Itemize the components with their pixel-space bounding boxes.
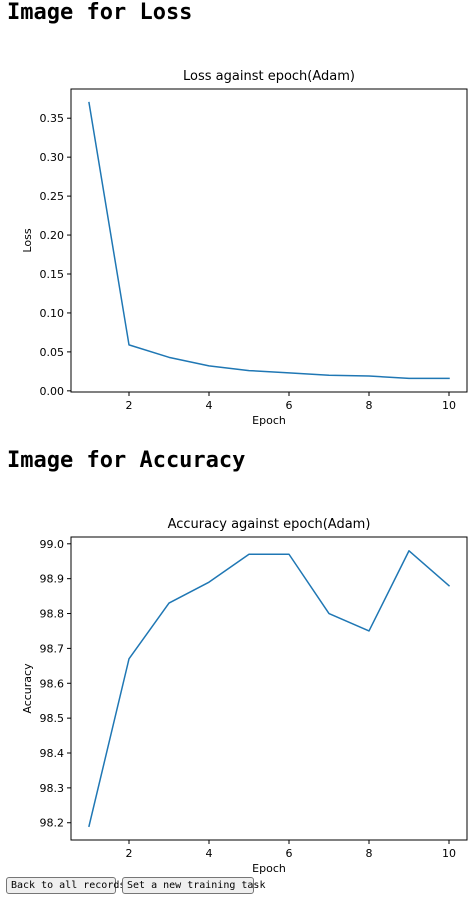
accuracy-chart: Accuracy against epoch(Adam) 2 4 6 8 10 98.2 98… bbox=[21, 517, 468, 875]
accuracy-ytick-label: 99.0 bbox=[40, 538, 65, 551]
loss-ylabel: Loss bbox=[21, 228, 34, 252]
loss-xtick-label: 10 bbox=[442, 399, 456, 412]
loss-section-heading: Image for Loss bbox=[7, 0, 193, 25]
loss-ytick-label: 0.05 bbox=[40, 346, 65, 359]
accuracy-ytick-label: 98.9 bbox=[40, 573, 65, 586]
accuracy-ytick-label: 98.8 bbox=[40, 608, 65, 621]
accuracy-series-line bbox=[88, 550, 451, 828]
accuracy-ylabel: Accuracy bbox=[21, 663, 34, 714]
accuracy-xtick-label: 2 bbox=[126, 847, 133, 860]
loss-ytick-label: 0.35 bbox=[40, 112, 65, 125]
accuracy-ytick-label: 98.2 bbox=[40, 817, 65, 830]
loss-ytick-label: 0.30 bbox=[40, 151, 65, 164]
loss-axes-frame bbox=[70, 88, 468, 393]
accuracy-ytick-label: 98.7 bbox=[40, 642, 65, 655]
loss-xtick-label: 2 bbox=[126, 399, 133, 412]
loss-ytick-label: 0.20 bbox=[40, 229, 65, 242]
loss-series-line bbox=[88, 101, 450, 380]
accuracy-xlabel: Epoch bbox=[252, 862, 286, 875]
accuracy-ytick-label: 98.4 bbox=[40, 747, 65, 760]
loss-ytick-label: 0.10 bbox=[40, 307, 65, 320]
loss-xtick-label: 8 bbox=[366, 399, 373, 412]
accuracy-section-heading: Image for Accuracy bbox=[7, 448, 246, 473]
loss-chart: Loss against epoch(Adam) 2 4 6 8 10 0.00 0.05 0.… bbox=[21, 69, 468, 427]
accuracy-xtick-label: 4 bbox=[206, 847, 213, 860]
accuracy-xtick-label: 10 bbox=[442, 847, 456, 860]
loss-ytick-label: 0.15 bbox=[40, 268, 65, 281]
loss-xlabel: Epoch bbox=[252, 414, 286, 427]
accuracy-title: Accuracy against epoch(Adam) bbox=[168, 517, 371, 532]
accuracy-axes-frame bbox=[70, 536, 468, 841]
back-to-records-button[interactable]: Back to all records bbox=[6, 877, 125, 894]
loss-title: Loss against epoch(Adam) bbox=[183, 69, 355, 84]
accuracy-xtick-label: 6 bbox=[286, 847, 293, 860]
new-training-task-button[interactable]: Set a new training task bbox=[122, 877, 265, 894]
loss-xtick-label: 4 bbox=[206, 399, 213, 412]
loss-ytick-label: 0.25 bbox=[40, 190, 65, 203]
loss-xtick-label: 6 bbox=[286, 399, 293, 412]
accuracy-ytick-label: 98.3 bbox=[40, 782, 65, 795]
accuracy-ytick-label: 98.6 bbox=[40, 677, 65, 690]
accuracy-ytick-label: 98.5 bbox=[40, 712, 65, 725]
loss-ytick-label: 0.00 bbox=[40, 385, 65, 398]
accuracy-xtick-label: 8 bbox=[366, 847, 373, 860]
